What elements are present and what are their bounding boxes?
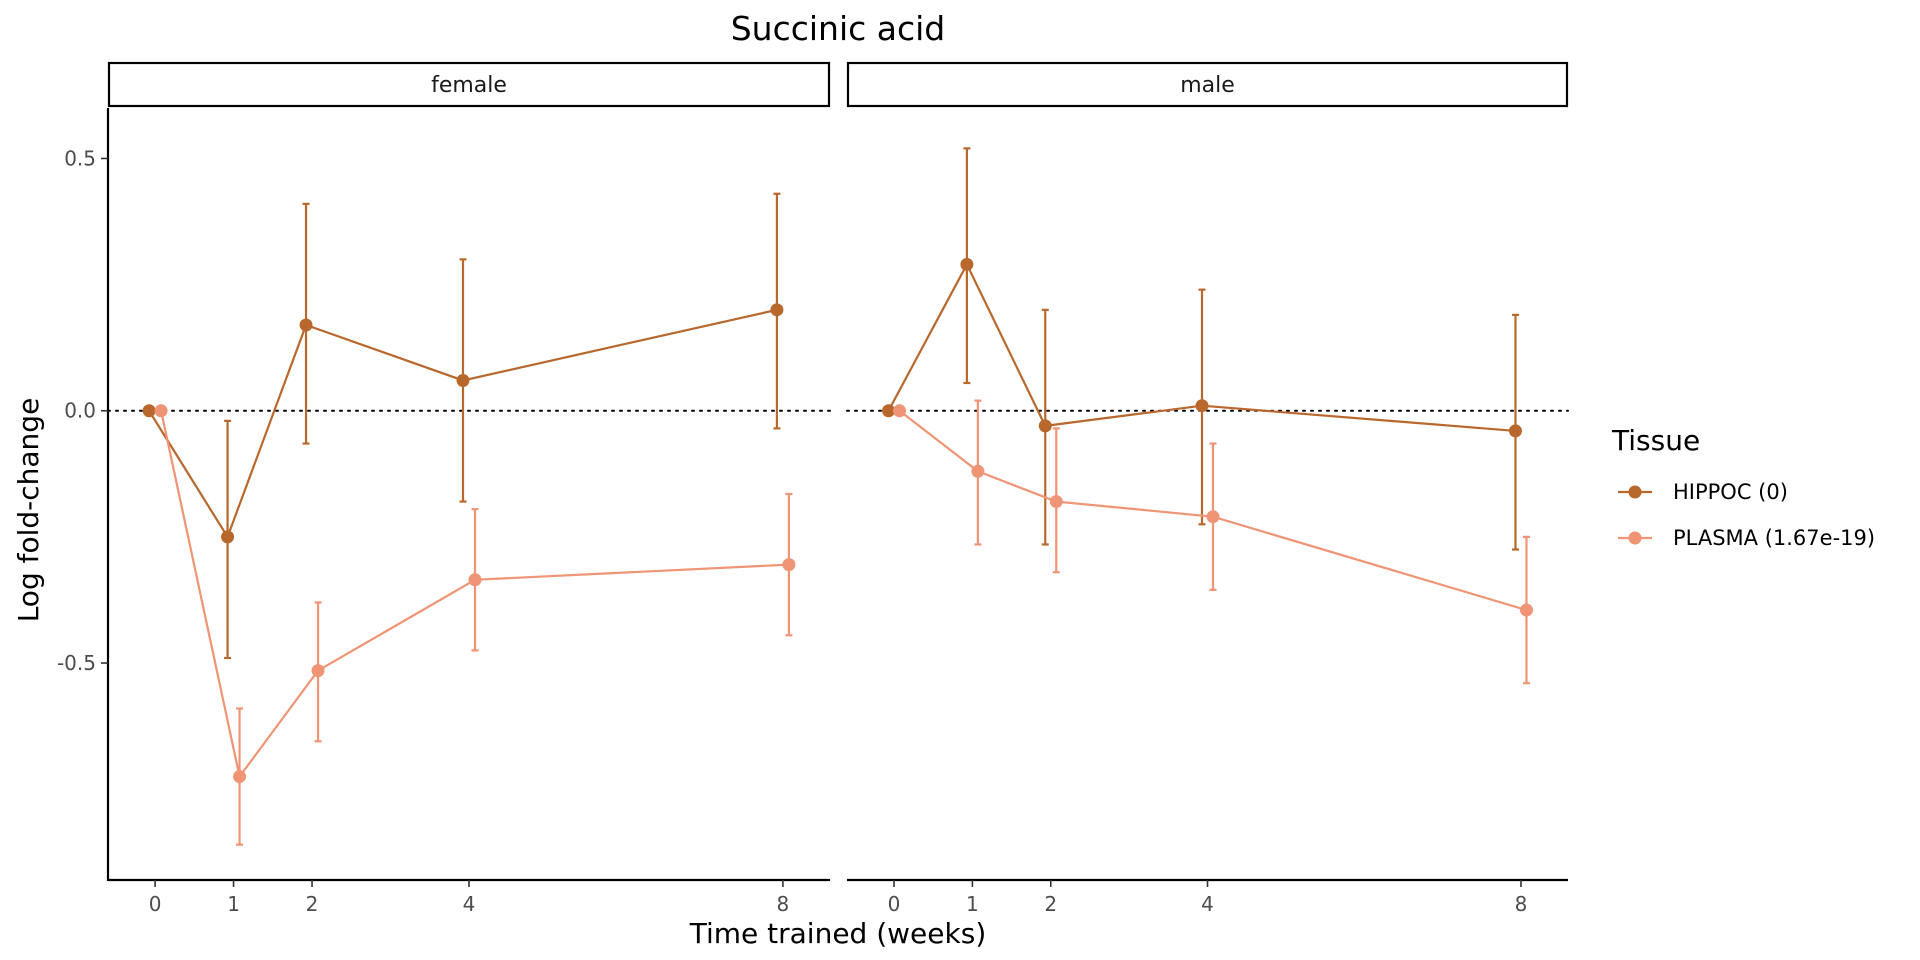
data-point	[456, 373, 470, 387]
x-tick-label: 1	[966, 892, 979, 916]
legend-key-point	[1628, 485, 1642, 499]
data-point	[882, 404, 896, 418]
legend-title: Tissue	[1611, 424, 1700, 457]
series-plasma	[893, 399, 1533, 685]
data-point	[1508, 424, 1522, 438]
legend-key-point	[1628, 531, 1642, 545]
y-tick-label: -0.5	[57, 651, 96, 675]
data-point	[770, 303, 784, 317]
series-hippoc	[882, 147, 1522, 551]
data-point	[1519, 603, 1533, 617]
data-point	[1206, 510, 1220, 524]
legend-label: PLASMA (1.67e-19)	[1673, 526, 1875, 550]
data-point	[782, 558, 796, 572]
y-tick-label: 0.0	[64, 399, 96, 423]
legend: Tissue HIPPOC (0) PLASMA (1.67e-19)	[1611, 424, 1875, 550]
series-hippoc	[142, 192, 784, 660]
data-point	[971, 464, 985, 478]
x-tick-label: 1	[227, 892, 240, 916]
data-point	[468, 573, 482, 587]
data-point	[299, 318, 313, 332]
data-point	[960, 257, 974, 271]
series-plasma	[154, 404, 796, 846]
x-tick-label: 4	[463, 892, 476, 916]
data-point	[142, 404, 156, 418]
data-point	[311, 664, 325, 678]
y-axis-title: Log fold-change	[12, 398, 45, 623]
x-tick-label: 0	[149, 892, 162, 916]
strip-label: female	[431, 73, 507, 98]
facet-panels: female 0.5 0.0 -0.5 0 1 2 4 8 male 0 1 2 4 8	[57, 61, 1569, 916]
legend-entry-hippoc: HIPPOC (0)	[1618, 480, 1788, 504]
x-tick-label: 8	[1515, 892, 1528, 916]
legend-label: HIPPOC (0)	[1673, 480, 1788, 504]
data-point	[154, 404, 168, 418]
x-tick-label: 2	[306, 892, 319, 916]
legend-entry-plasma: PLASMA (1.67e-19)	[1618, 526, 1875, 550]
data-point	[1038, 419, 1052, 433]
y-tick-label: 0.5	[64, 146, 96, 170]
facet-panel-female: female 0.5 0.0 -0.5 0 1 2 4 8	[57, 61, 831, 916]
strip-box	[846, 61, 1569, 108]
data-point	[221, 530, 235, 544]
chart-title: Succinic acid	[731, 9, 946, 48]
x-tick-label: 0	[888, 892, 901, 916]
data-point	[233, 770, 247, 784]
data-point	[893, 404, 907, 418]
x-tick-label: 8	[777, 892, 790, 916]
data-point	[1049, 495, 1063, 509]
facet-panel-male: male 0 1 2 4 8	[846, 61, 1569, 916]
x-tick-label: 2	[1044, 892, 1057, 916]
data-point	[1195, 399, 1209, 413]
x-axis-title: Time trained (weeks)	[689, 917, 987, 950]
strip-box	[107, 61, 831, 108]
strip-label: male	[1180, 73, 1235, 98]
x-tick-label: 4	[1201, 892, 1214, 916]
